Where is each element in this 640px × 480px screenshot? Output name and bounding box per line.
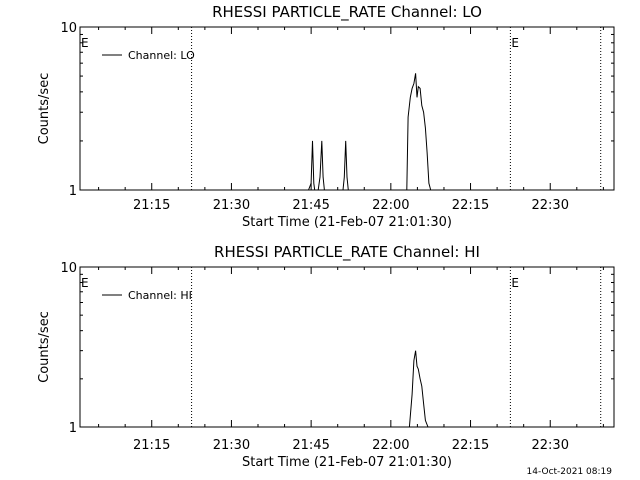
footer-timestamp: 14-Oct-2021 08:19: [527, 467, 613, 477]
y-tick-label: 10: [60, 21, 77, 36]
chart-title: RHESSI PARTICLE_RATE Channel: LO: [212, 3, 482, 22]
x-tick-label: 22:00: [372, 198, 409, 213]
flag-label: E: [81, 276, 89, 290]
x-axis-label: Start Time (21-Feb-07 21:01:30): [242, 215, 452, 230]
y-axis-label: Counts/sec: [37, 311, 52, 383]
flag-label: E: [511, 276, 519, 290]
x-tick-label: 22:15: [452, 438, 489, 453]
plot-frame: [79, 26, 615, 191]
x-tick-label: 22:30: [532, 198, 569, 213]
x-tick-label: 21:30: [213, 198, 250, 213]
x-tick-label: 22:00: [372, 438, 409, 453]
flag-label: E: [81, 36, 89, 50]
flag-label: E: [511, 36, 519, 50]
legend-entry: Channel: LO: [128, 49, 195, 62]
y-tick-label: 10: [60, 261, 77, 276]
x-tick-label: 21:15: [133, 198, 170, 213]
y-tick-label: 1: [69, 184, 77, 199]
y-axis-label: Counts/sec: [37, 73, 52, 145]
x-tick-label: 22:15: [452, 198, 489, 213]
x-axis-label: Start Time (21-Feb-07 21:01:30): [242, 455, 452, 470]
hi-channel-panel: RHESSI PARTICLE_RATE Channel: HI 21:15 21:…: [37, 243, 615, 470]
chart-title: RHESSI PARTICLE_RATE Channel: HI: [214, 243, 480, 262]
x-tick-label: 21:15: [133, 438, 170, 453]
x-tick-label: 21:45: [292, 438, 329, 453]
x-tick-label: 21:45: [292, 198, 329, 213]
x-tick-label: 22:30: [532, 438, 569, 453]
x-tick-label: 21:30: [213, 438, 250, 453]
series-line: [80, 73, 614, 191]
lo-channel-panel: RHESSI PARTICLE_RATE Channel: LO 21:15 21:…: [37, 3, 615, 230]
series-line: [80, 350, 614, 428]
legend-entry: Channel: HI: [128, 289, 192, 302]
y-tick-label: 1: [69, 421, 77, 436]
